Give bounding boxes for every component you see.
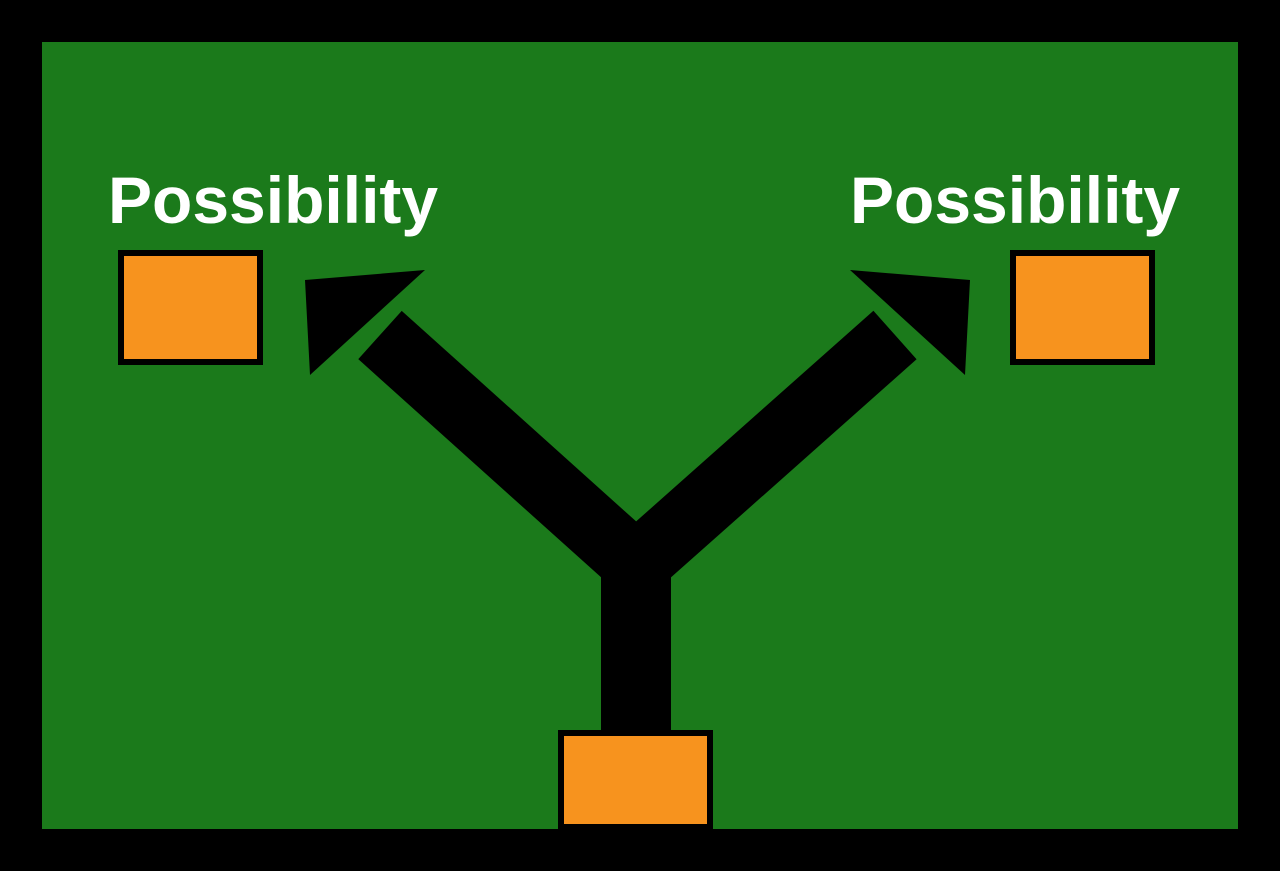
- diagram-frame: Possibility Possibility: [0, 0, 1280, 871]
- fork-arrow-shape: [305, 270, 970, 735]
- option-box-left: [118, 250, 263, 365]
- option-box-right: [1010, 250, 1155, 365]
- origin-box: [558, 730, 713, 830]
